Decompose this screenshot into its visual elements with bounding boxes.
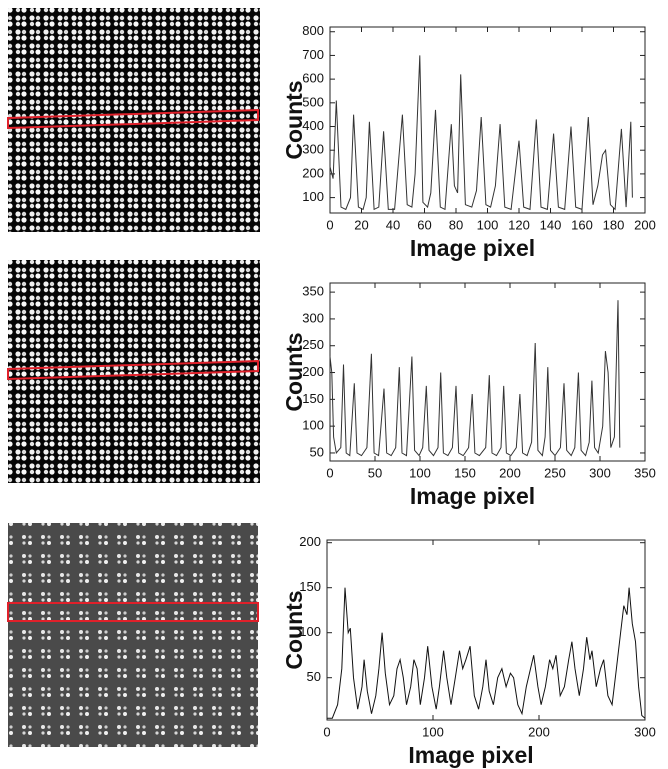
x-tick-label: 140 bbox=[540, 217, 562, 232]
x-tick-label: 60 bbox=[417, 217, 431, 232]
y-tick-label: 400 bbox=[302, 118, 324, 133]
x-tick-label: 350 bbox=[634, 465, 656, 480]
x-tick-label: 80 bbox=[449, 217, 463, 232]
y-tick-label: 300 bbox=[302, 142, 324, 157]
y-tick-label: 150 bbox=[302, 391, 324, 406]
y-tick-label: 200 bbox=[302, 165, 324, 180]
x-tick-label: 100 bbox=[477, 217, 499, 232]
y-axis-label: Counts bbox=[281, 590, 307, 669]
x-tick-label: 200 bbox=[528, 724, 550, 739]
x-tick-label: 150 bbox=[454, 465, 476, 480]
plot-frame bbox=[326, 539, 646, 721]
data-line bbox=[329, 55, 633, 211]
x-tick-label: 0 bbox=[326, 465, 333, 480]
y-tick-label: 300 bbox=[302, 310, 324, 325]
x-tick-label: 0 bbox=[326, 217, 333, 232]
y-tick-label: 100 bbox=[302, 189, 324, 204]
x-tick-label: 200 bbox=[499, 465, 521, 480]
x-tick-label: 200 bbox=[634, 217, 656, 232]
x-tick-label: 100 bbox=[409, 465, 431, 480]
x-tick-label: 100 bbox=[422, 724, 444, 739]
y-tick-label: 800 bbox=[302, 23, 324, 38]
y-axis-label: Counts bbox=[281, 80, 307, 159]
y-tick-label: 100 bbox=[302, 418, 324, 433]
y-tick-label: 600 bbox=[302, 71, 324, 86]
plot-frame bbox=[329, 282, 646, 462]
data-line bbox=[327, 587, 646, 719]
x-axis-label: Image pixel bbox=[408, 742, 533, 768]
roi-box bbox=[7, 359, 259, 381]
roi-box bbox=[7, 108, 259, 130]
x-tick-label: 180 bbox=[603, 217, 625, 232]
x-tick-label: 300 bbox=[589, 465, 611, 480]
micrographs bbox=[7, 8, 260, 747]
y-tick-label: 50 bbox=[310, 444, 324, 459]
y-tick-label: 200 bbox=[299, 534, 321, 549]
x-tick-label: 20 bbox=[354, 217, 368, 232]
y-tick-label: 700 bbox=[302, 47, 324, 62]
y-axis-label: Counts bbox=[281, 332, 307, 411]
y-tick-label: 200 bbox=[302, 364, 324, 379]
x-tick-label: 40 bbox=[386, 217, 400, 232]
data-line bbox=[329, 300, 621, 457]
x-tick-label: 120 bbox=[508, 217, 530, 232]
x-tick-label: 300 bbox=[634, 724, 656, 739]
y-tick-label: 250 bbox=[302, 337, 324, 352]
x-axis-label: Image pixel bbox=[410, 235, 535, 261]
y-tick-label: 350 bbox=[302, 284, 324, 299]
x-tick-label: 0 bbox=[323, 724, 330, 739]
roi-box bbox=[7, 602, 259, 622]
x-tick-label: 50 bbox=[368, 465, 382, 480]
y-tick-label: 500 bbox=[302, 94, 324, 109]
y-tick-label: 150 bbox=[299, 579, 321, 594]
x-tick-label: 160 bbox=[571, 217, 593, 232]
image-3 bbox=[8, 523, 258, 747]
y-tick-label: 50 bbox=[307, 669, 321, 684]
image-1 bbox=[8, 8, 260, 232]
y-tick-label: 100 bbox=[299, 624, 321, 639]
x-tick-label: 250 bbox=[544, 465, 566, 480]
x-axis-label: Image pixel bbox=[410, 483, 535, 509]
